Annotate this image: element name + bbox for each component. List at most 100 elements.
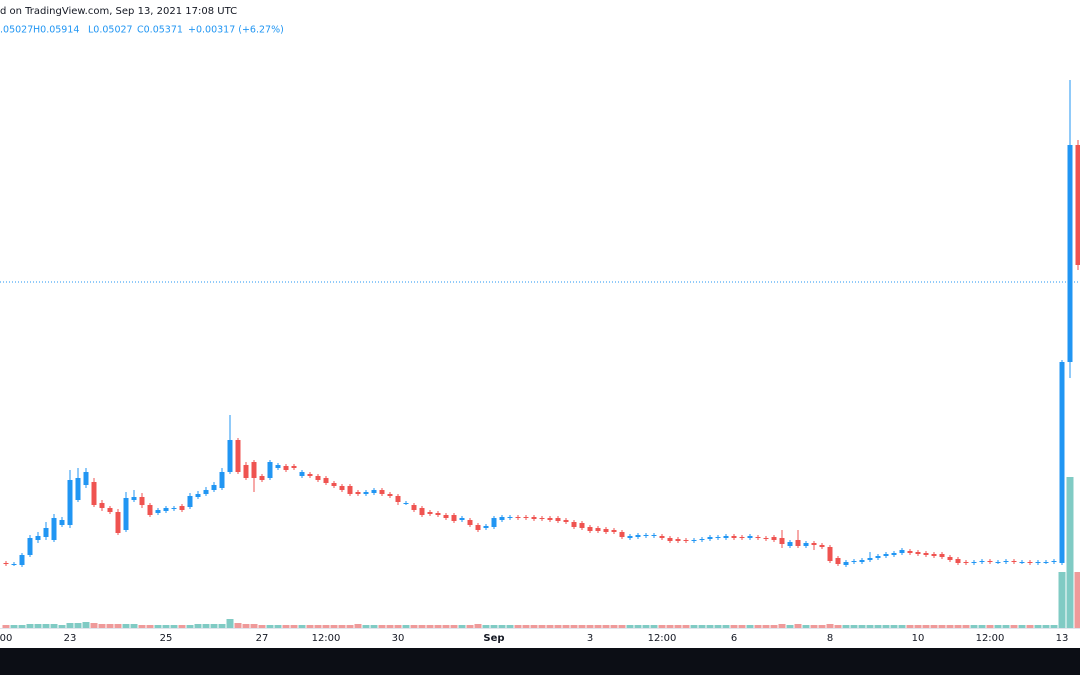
volume-bar — [978, 625, 986, 628]
candle-body — [379, 490, 385, 494]
volume-bar — [946, 625, 954, 628]
legend-value: L0.05027 — [88, 25, 133, 36]
volume-bar — [122, 624, 130, 628]
candle-body — [899, 550, 905, 553]
candle-body — [907, 551, 913, 553]
candle-body — [427, 512, 433, 514]
candle-body — [291, 466, 297, 468]
x-tick-label: 12:00 — [976, 633, 1005, 644]
volume-bar — [618, 625, 626, 628]
volume-bar — [266, 625, 274, 628]
candle-body — [571, 522, 577, 527]
volume-bar — [162, 625, 170, 628]
volume-bar — [1042, 625, 1050, 628]
volume-bar — [914, 625, 922, 628]
volume-bar — [26, 624, 34, 628]
candle-body — [315, 476, 321, 480]
candle-body — [547, 518, 553, 520]
volume-bar — [242, 624, 250, 628]
candles — [3, 80, 1080, 567]
candle-body — [299, 472, 305, 476]
volume-bar — [490, 625, 498, 628]
candle-body — [1051, 561, 1057, 562]
volume-bar — [114, 624, 122, 628]
candle-body — [163, 508, 169, 511]
candle-body — [1067, 145, 1073, 362]
candle-body — [107, 508, 113, 512]
candle-body — [11, 564, 17, 565]
x-tick-label: Sep — [483, 633, 504, 644]
volume-bar — [298, 625, 306, 628]
candle-body — [803, 543, 809, 546]
volume-bar — [290, 625, 298, 628]
volume-bar — [426, 625, 434, 628]
x-axis: 00 23 25 27 12:00 30 Sep 3 12:00 6 8 10 12:00 13 — [0, 633, 1068, 644]
volume-bar — [962, 625, 970, 628]
candle-body — [83, 472, 89, 485]
volume-bar — [626, 625, 634, 628]
candle-body — [851, 561, 857, 562]
candle-body — [307, 474, 313, 476]
volume-bar — [234, 623, 242, 628]
volume-bar — [306, 625, 314, 628]
volume-bar — [858, 625, 866, 628]
volume-bar — [674, 625, 682, 628]
candle-body — [435, 513, 441, 515]
volume-bar — [170, 625, 178, 628]
volume-bar — [810, 625, 818, 628]
candle-body — [371, 490, 377, 493]
volume-bar — [818, 625, 826, 628]
candle-body — [723, 536, 729, 538]
ohlc-legend: .05027 H0.05914 L0.05027 C0.05371 +0.00317 (… — [0, 25, 284, 36]
candle-body — [235, 440, 241, 472]
candle-body — [355, 492, 361, 494]
volume-bar — [642, 625, 650, 628]
candle-body — [443, 515, 449, 518]
candle-body — [971, 562, 977, 563]
volume-bar — [338, 625, 346, 628]
candle-body — [75, 478, 81, 500]
volume-bar — [434, 625, 442, 628]
candle-body — [731, 536, 737, 538]
volume-bar — [506, 625, 514, 628]
volume-bar — [442, 625, 450, 628]
candle-body — [859, 560, 865, 562]
candle-body — [739, 537, 745, 538]
candle-body — [763, 538, 769, 539]
candle-body — [675, 539, 681, 541]
volume-bar — [698, 625, 706, 628]
candle-body — [579, 523, 585, 528]
candle-body — [243, 465, 249, 478]
volume-bar — [346, 625, 354, 628]
volume-bar — [826, 624, 834, 628]
candle-body — [603, 529, 609, 532]
volume-bar — [250, 624, 258, 628]
candle-body — [211, 485, 217, 490]
candle-body — [811, 543, 817, 545]
candle-body — [523, 517, 529, 518]
volume-bar — [370, 625, 378, 628]
x-tick-label: 25 — [160, 633, 173, 644]
candle-body — [795, 540, 801, 546]
candle-body — [931, 554, 937, 556]
x-tick-label: 3 — [587, 633, 593, 644]
x-tick-label: 00 — [0, 633, 12, 644]
volume-bar — [66, 623, 74, 628]
volume-bar — [778, 624, 786, 628]
volume-bar — [1018, 625, 1026, 628]
volume-bar — [690, 625, 698, 628]
candle-body — [491, 518, 497, 527]
candle-body — [635, 535, 641, 537]
candle-body — [19, 555, 25, 565]
volume-bar — [1066, 477, 1074, 628]
candle-body — [915, 552, 921, 554]
volume-bar — [314, 625, 322, 628]
volume-bar — [410, 625, 418, 628]
candle-body — [867, 558, 873, 560]
candle-body — [1075, 145, 1080, 265]
candle-body — [627, 536, 633, 538]
volume-bar — [378, 625, 386, 628]
candle-body — [91, 482, 97, 505]
